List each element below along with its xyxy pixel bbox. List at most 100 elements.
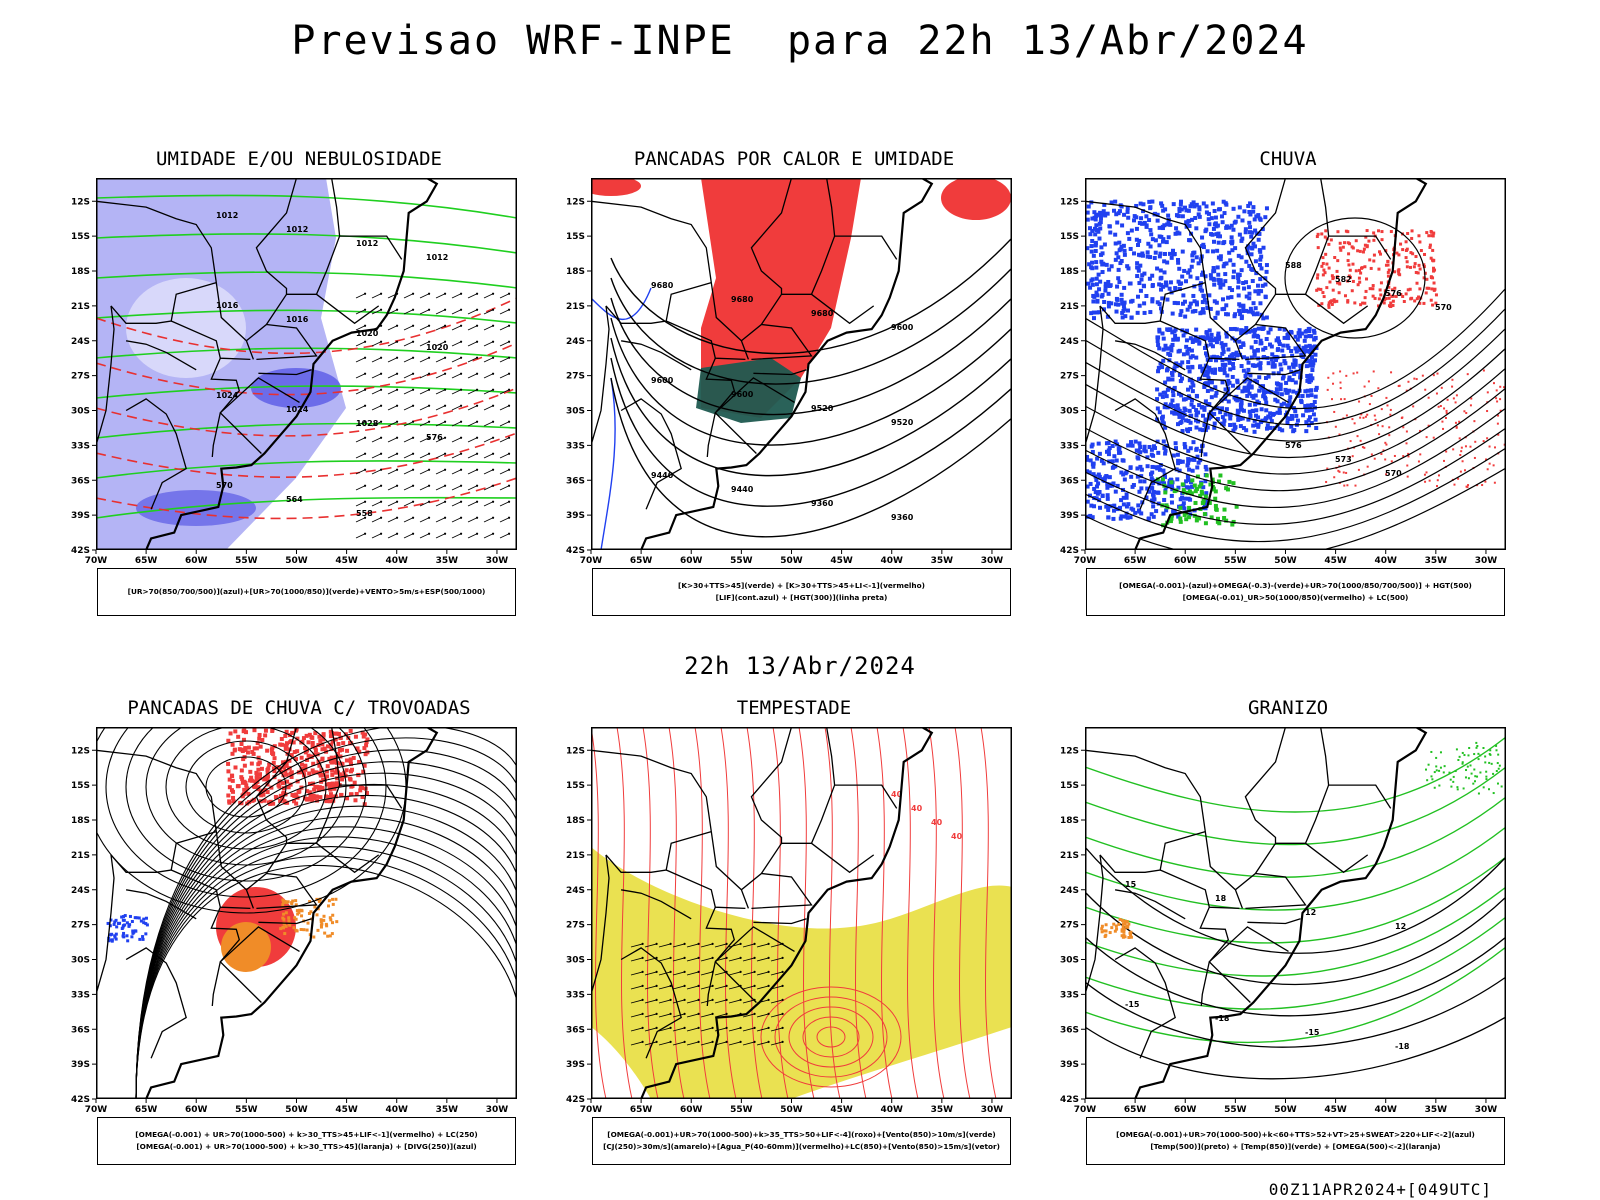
- contour-label: 1012: [426, 253, 448, 262]
- lon-tick-label: 55W: [235, 1105, 258, 1115]
- lat-tick-label: 21S: [71, 851, 90, 861]
- lat-tick-label: 27S: [566, 372, 585, 382]
- contour-label: 12: [1395, 922, 1406, 931]
- lat-tick-label: 36S: [1060, 476, 1079, 486]
- lon-tick-label: 35W: [931, 556, 954, 566]
- contour-label: 9360: [891, 513, 914, 522]
- lat-tick-label: 42S: [566, 546, 585, 556]
- lat-tick-label: 21S: [566, 302, 585, 312]
- main-title: Previsao WRF-INPE para 22h 13/Abr/2024: [291, 18, 1309, 64]
- contour-label: 564: [286, 495, 303, 504]
- lat-tick-label: 36S: [566, 476, 585, 486]
- legend-umidade: [UR>70(850/700/500)](azul)+[UR>70(1000/8…: [97, 568, 516, 616]
- lat-tick-label: 42S: [71, 546, 90, 556]
- lat-tick-label: 39S: [71, 511, 90, 521]
- lon-tick-label: 70W: [85, 1105, 108, 1115]
- contour-label: 9600: [731, 390, 754, 399]
- lat-tick-label: 15S: [71, 232, 90, 242]
- contour-label: -18: [1215, 1014, 1230, 1023]
- contour-label: 9520: [811, 404, 834, 413]
- contour-label: 1012: [356, 239, 378, 248]
- lat-tick-label: 21S: [566, 851, 585, 861]
- lon-tick-label: 35W: [436, 1105, 459, 1115]
- lon-tick-label: 50W: [1274, 1105, 1297, 1115]
- panel-title-umidade: UMIDADE E/OU NEBULOSIDADE: [156, 148, 442, 170]
- contour-label: 40: [951, 832, 963, 841]
- lon-tick-label: 30W: [981, 1105, 1004, 1115]
- lat-tick-label: 33S: [1060, 441, 1079, 451]
- panel-title-pancadas-calor: PANCADAS POR CALOR E UMIDADE: [633, 148, 955, 170]
- lon-tick-label: 65W: [630, 556, 653, 566]
- lon-tick-label: 55W: [1224, 1105, 1247, 1115]
- lat-tick-label: 15S: [566, 781, 585, 791]
- lat-tick-label: 33S: [1060, 990, 1079, 1000]
- lat-tick-label: 30S: [71, 956, 90, 966]
- lat-tick-label: 18S: [566, 267, 585, 277]
- contour-label: 9600: [891, 323, 914, 332]
- lat-tick-label: 12S: [566, 746, 585, 756]
- panel-title-granizo: GRANIZO: [1247, 697, 1329, 719]
- contour-label: 576: [1385, 289, 1402, 298]
- lat-tick-label: 39S: [1060, 1060, 1079, 1070]
- lat-tick-label: 27S: [71, 372, 90, 382]
- legend-line: [OMEGA(-0.001) + UR>70(1000-500) + k>30_…: [135, 1130, 478, 1139]
- contour-label: 1012: [286, 225, 308, 234]
- contour-label: 40: [891, 790, 903, 799]
- contour-label: 576: [426, 433, 443, 442]
- lon-tick-label: 70W: [580, 556, 603, 566]
- contour-label: 9600: [651, 376, 674, 385]
- lat-tick-label: 18S: [71, 267, 90, 277]
- lon-tick-label: 60W: [185, 556, 208, 566]
- contour-label: 40: [911, 804, 923, 813]
- legend-tempestade: [OMEGA(-0.001)+UR>70(1000-500)+k>35_TTS>…: [592, 1117, 1011, 1165]
- legend-line: [OMEGA(-0.001)-(azul)+OMEGA(-0.3)-(verde…: [1119, 581, 1472, 590]
- lon-tick-label: 65W: [135, 1105, 158, 1115]
- lat-tick-label: 39S: [566, 1060, 585, 1070]
- map-chuva: 588 582 576 570 576 573 570 12S 15S 18S 21S 24S 27S 3…: [1060, 178, 1506, 566]
- lat-tick-label: 33S: [71, 441, 90, 451]
- legend-pancadas-trovoadas: [OMEGA(-0.001) + UR>70(1000-500) + k>30_…: [97, 1117, 516, 1165]
- lat-tick-label: 36S: [1060, 1025, 1079, 1035]
- lon-tick-label: 65W: [630, 1105, 653, 1115]
- contour-label: 9680: [731, 295, 754, 304]
- legend-granizo: [OMEGA(-0.001)+UR>70(1000-500)+k<60+TTS>…: [1086, 1117, 1505, 1165]
- lon-tick-label: 55W: [1224, 556, 1247, 566]
- lon-tick-label: 30W: [486, 556, 509, 566]
- lon-tick-label: 50W: [285, 556, 308, 566]
- legend-pancadas-calor: [K>30+TTS>45](verde) + [K>30+TTS>45+LI<-…: [592, 568, 1011, 616]
- lat-tick-label: 15S: [566, 232, 585, 242]
- lon-tick-label: 50W: [780, 1105, 803, 1115]
- contour-label: 1016: [216, 301, 239, 310]
- lat-tick-label: 42S: [1060, 1095, 1079, 1105]
- lat-tick-label: 21S: [1060, 851, 1079, 861]
- panel-title-tempestade: TEMPESTADE: [736, 697, 852, 719]
- contour-label: 40: [931, 818, 943, 827]
- contour-label: 1028: [356, 419, 379, 428]
- contour-label: 570: [1435, 303, 1452, 312]
- legend-line: [Temp(500)](preto) + [Temp(850)](verde) …: [1150, 1142, 1441, 1151]
- lat-tick-label: 27S: [1060, 372, 1079, 382]
- lon-tick-label: 30W: [486, 1105, 509, 1115]
- lat-tick-label: 24S: [1060, 337, 1079, 347]
- lon-tick-label: 30W: [1475, 556, 1498, 566]
- lon-tick-label: 70W: [580, 1105, 603, 1115]
- contour-label: 15: [1125, 880, 1137, 889]
- lat-tick-label: 27S: [71, 921, 90, 931]
- lat-tick-label: 24S: [566, 337, 585, 347]
- lon-tick-label: 60W: [1174, 1105, 1197, 1115]
- lat-tick-label: 36S: [71, 476, 90, 486]
- lat-tick-label: 12S: [71, 197, 90, 207]
- lat-tick-label: 27S: [566, 921, 585, 931]
- map-tempestade: 40 40 40 40 12S 15S 18S 21S 24S 27S 30S 33S 36S 39S 42…: [566, 727, 1012, 1115]
- lat-tick-label: 24S: [1060, 886, 1079, 896]
- legend-line: [K>30+TTS>45](verde) + [K>30+TTS>45+LI<-…: [678, 581, 925, 590]
- contour-label: 570: [216, 481, 233, 490]
- lat-tick-label: 15S: [1060, 232, 1079, 242]
- contour-label: 9680: [651, 281, 674, 290]
- lon-tick-label: 35W: [1425, 556, 1448, 566]
- lat-tick-label: 12S: [1060, 746, 1079, 756]
- map-umidade: 1012 1012 1012 1012 1016 1016 1020 1020 1024 1024…: [71, 178, 517, 566]
- lon-tick-label: 55W: [235, 556, 258, 566]
- legend-line: [OMEGA(-0.001)+UR>70(1000-500)+k>35_TTS>…: [607, 1130, 996, 1139]
- lon-tick-label: 55W: [730, 556, 753, 566]
